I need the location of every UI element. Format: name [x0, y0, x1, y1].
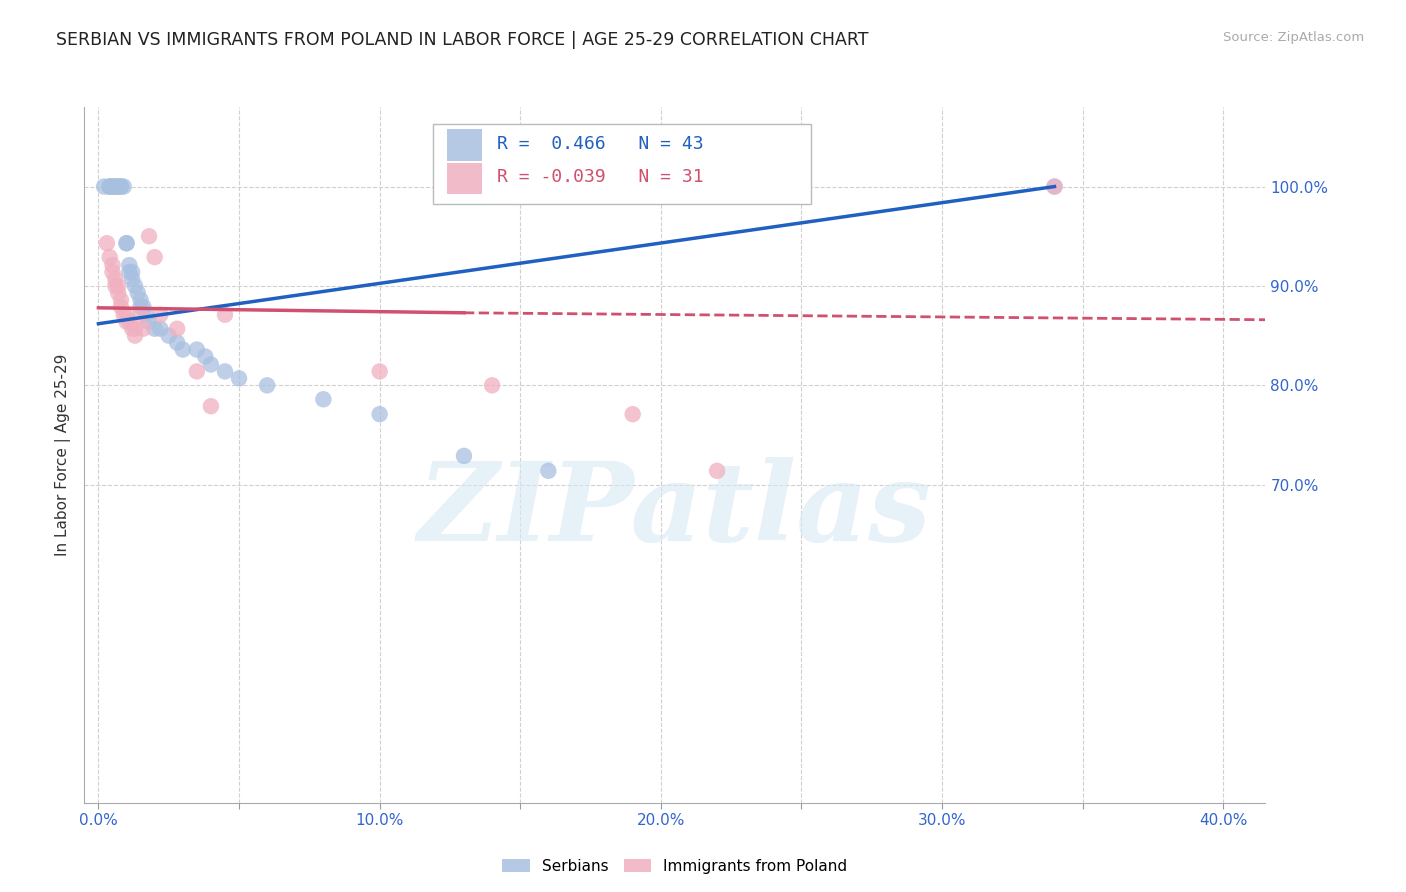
Point [157, 328, 180, 343]
Point [149, 308, 172, 322]
Point [228, 371, 250, 385]
Point [194, 350, 217, 364]
FancyBboxPatch shape [447, 129, 482, 161]
Point [1043, 179, 1066, 194]
Point [166, 321, 188, 335]
FancyBboxPatch shape [447, 162, 482, 194]
Point [104, 272, 127, 286]
Point [368, 364, 391, 378]
Point [172, 343, 194, 357]
Point [98, 179, 121, 194]
Point [453, 449, 475, 463]
Point [132, 321, 155, 335]
Point [101, 265, 124, 279]
Point [112, 308, 135, 322]
Point [368, 407, 391, 421]
Point [214, 308, 236, 322]
Text: R =  0.466   N = 43: R = 0.466 N = 43 [496, 135, 703, 153]
Point [115, 236, 138, 251]
Point [104, 179, 127, 194]
Point [104, 179, 127, 194]
Point [104, 179, 127, 194]
Point [107, 285, 129, 300]
Y-axis label: In Labor Force | Age 25-29: In Labor Force | Age 25-29 [55, 354, 72, 556]
Point [101, 179, 124, 194]
Point [186, 343, 208, 357]
Point [104, 279, 127, 293]
Point [121, 321, 143, 335]
Point [537, 464, 560, 478]
Text: Source: ZipAtlas.com: Source: ZipAtlas.com [1223, 31, 1364, 45]
Point [124, 279, 146, 293]
Point [127, 285, 149, 300]
Point [98, 250, 121, 264]
Point [115, 236, 138, 251]
Point [101, 179, 124, 194]
Point [110, 179, 132, 194]
Point [214, 364, 236, 378]
Point [132, 300, 155, 314]
Point [118, 265, 141, 279]
Point [129, 308, 152, 322]
Point [107, 279, 129, 293]
Point [129, 293, 152, 307]
Point [124, 328, 146, 343]
Point [107, 179, 129, 194]
Point [121, 272, 143, 286]
Point [118, 258, 141, 272]
Legend: Serbians, Immigrants from Poland: Serbians, Immigrants from Poland [496, 853, 853, 880]
Point [166, 335, 188, 350]
Point [115, 308, 138, 322]
Point [121, 265, 143, 279]
Point [200, 399, 222, 413]
Point [101, 258, 124, 272]
FancyBboxPatch shape [433, 124, 811, 204]
Point [96, 236, 118, 251]
Point [118, 315, 141, 329]
Point [124, 321, 146, 335]
Point [112, 179, 135, 194]
Text: SERBIAN VS IMMIGRANTS FROM POLAND IN LABOR FORCE | AGE 25-29 CORRELATION CHART: SERBIAN VS IMMIGRANTS FROM POLAND IN LAB… [56, 31, 869, 49]
Point [138, 229, 160, 244]
Point [706, 464, 728, 478]
Point [115, 315, 138, 329]
Point [312, 392, 335, 407]
Point [98, 179, 121, 194]
Point [107, 179, 129, 194]
Point [98, 179, 121, 194]
Point [1043, 179, 1066, 194]
Point [129, 300, 152, 314]
Point [143, 321, 166, 335]
Point [621, 407, 644, 421]
Point [143, 250, 166, 264]
Point [256, 378, 278, 392]
Point [110, 179, 132, 194]
Point [110, 300, 132, 314]
Point [135, 308, 157, 322]
Point [110, 293, 132, 307]
Point [200, 358, 222, 372]
Point [138, 315, 160, 329]
Text: ZIPatlas: ZIPatlas [418, 457, 932, 565]
Point [149, 321, 172, 335]
Point [186, 364, 208, 378]
Point [93, 179, 115, 194]
Point [481, 378, 503, 392]
Text: R = -0.039   N = 31: R = -0.039 N = 31 [496, 169, 703, 186]
